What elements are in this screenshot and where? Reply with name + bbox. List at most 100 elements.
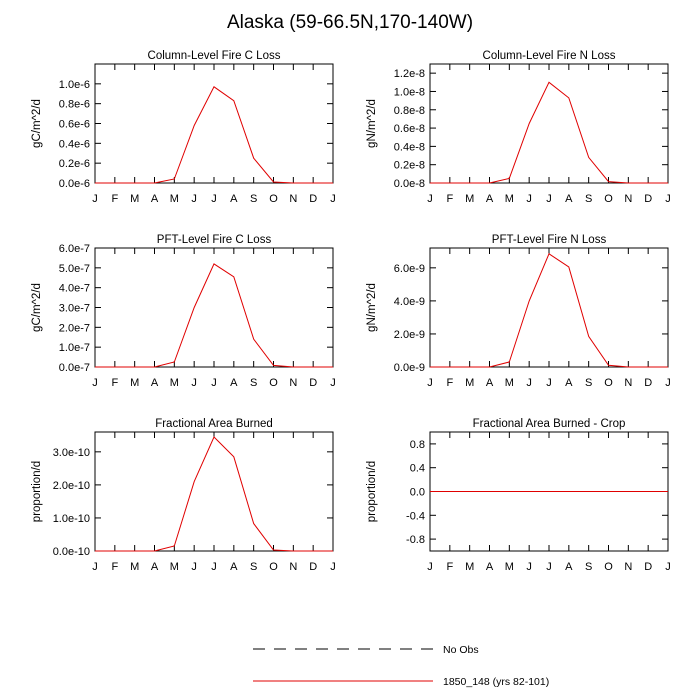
plot-frame xyxy=(94,431,334,552)
x-tick-label: M xyxy=(505,193,514,205)
series-line-1 xyxy=(95,86,333,184)
x-tick-label: M xyxy=(465,377,474,389)
x-tick-label: J xyxy=(191,193,197,205)
x-tick-label: F xyxy=(111,561,118,573)
x-tick-label: N xyxy=(624,377,632,389)
y-tick-label: 0.2e-6 xyxy=(59,158,90,170)
y-tick-label: 0.4 xyxy=(410,463,425,475)
plot-frame xyxy=(94,63,334,184)
y-axis-label: gN/m^2/d xyxy=(366,99,378,148)
y-tick-label: 2.0e-10 xyxy=(53,480,90,492)
x-tick-label: J xyxy=(211,377,217,389)
chart-title: Column-Level Fire N Loss xyxy=(483,50,616,62)
x-tick-label: M xyxy=(465,193,474,205)
x-tick-label: J xyxy=(191,377,197,389)
x-tick-label: N xyxy=(289,377,297,389)
x-tick-label: J xyxy=(526,377,532,389)
x-tick-label: O xyxy=(604,561,613,573)
x-tick-label: M xyxy=(505,377,514,389)
y-tick-label: 0.0e-8 xyxy=(394,178,425,190)
y-tick-label: 0.0e-7 xyxy=(59,362,90,374)
y-tick-label: 4.0e-9 xyxy=(394,296,425,308)
figure-title: Alaska (59-66.5N,170-140W) xyxy=(226,12,474,33)
x-tick-label: D xyxy=(309,193,317,205)
y-axis-label: gC/m^2/d xyxy=(31,283,43,332)
y-tick-label: 5.0e-7 xyxy=(59,263,90,275)
chart-title: Column-Level Fire C Loss xyxy=(148,50,281,62)
x-tick-label: J xyxy=(546,561,552,573)
x-tick-label: M xyxy=(170,377,179,389)
y-tick-label: 0.2e-8 xyxy=(394,160,425,172)
x-tick-label: S xyxy=(585,561,592,573)
x-tick-label: S xyxy=(250,193,257,205)
legend-label-2: 1850_148 (yrs 82-101) xyxy=(443,676,549,688)
y-tick-label: 1.0e-6 xyxy=(59,79,90,91)
y-tick-label: 6.0e-9 xyxy=(394,263,425,275)
chart-title: PFT-Level Fire N Loss xyxy=(492,234,607,246)
x-tick-label: O xyxy=(269,377,278,389)
y-tick-label: 3.0e-10 xyxy=(53,447,90,459)
y-tick-label: 0.8e-8 xyxy=(394,105,425,117)
x-tick-label: S xyxy=(585,377,592,389)
x-tick-label: F xyxy=(111,193,118,205)
y-tick-label: 1.0e-7 xyxy=(59,342,90,354)
x-tick-label: J xyxy=(427,561,433,573)
y-tick-label: 1.0e-8 xyxy=(394,86,425,98)
x-tick-label: A xyxy=(565,561,573,573)
x-tick-label: D xyxy=(309,377,317,389)
x-tick-label: S xyxy=(250,561,257,573)
plot-frame xyxy=(94,247,334,368)
y-tick-label: -0.8 xyxy=(406,534,425,546)
chart-title: PFT-Level Fire C Loss xyxy=(157,234,272,246)
y-tick-label: 0.0e-9 xyxy=(394,362,425,374)
x-tick-label: N xyxy=(289,193,297,205)
y-tick-label: 0.4e-8 xyxy=(394,141,425,153)
x-tick-label: D xyxy=(644,193,652,205)
x-tick-label: D xyxy=(644,377,652,389)
legend-label-1: No Obs xyxy=(443,644,479,656)
x-tick-label: M xyxy=(130,377,139,389)
y-tick-label: 0.0e-10 xyxy=(53,546,90,558)
x-tick-label: O xyxy=(269,561,278,573)
plot-frame xyxy=(429,247,669,368)
x-tick-label: J xyxy=(191,561,197,573)
y-tick-label: 4.0e-7 xyxy=(59,283,90,295)
x-tick-label: J xyxy=(526,561,532,573)
x-tick-label: J xyxy=(211,193,217,205)
legend: No Obs 1850_148 (yrs 82-101) xyxy=(253,644,549,688)
y-tick-label: 0.8 xyxy=(410,439,425,451)
series-line-1 xyxy=(95,436,333,552)
x-tick-label: J xyxy=(427,377,433,389)
x-tick-label: M xyxy=(170,193,179,205)
x-tick-label: A xyxy=(151,561,159,573)
x-tick-label: F xyxy=(446,193,453,205)
x-tick-label: J xyxy=(427,193,433,205)
x-tick-label: J xyxy=(330,193,336,205)
y-tick-label: 0.6e-8 xyxy=(394,123,425,135)
x-tick-label: F xyxy=(446,377,453,389)
y-tick-label: 0.6e-6 xyxy=(59,119,90,131)
x-tick-label: J xyxy=(665,377,671,389)
y-tick-label: 0.4e-6 xyxy=(59,138,90,150)
y-tick-label: 1.0e-10 xyxy=(53,513,90,525)
x-tick-label: M xyxy=(465,561,474,573)
y-tick-label: 1.2e-8 xyxy=(394,68,425,80)
x-tick-label: A xyxy=(151,193,159,205)
y-tick-label: 3.0e-7 xyxy=(59,303,90,315)
x-tick-label: A xyxy=(486,193,494,205)
x-tick-label: A xyxy=(230,377,238,389)
x-tick-label: J xyxy=(546,377,552,389)
x-tick-label: J xyxy=(546,193,552,205)
x-tick-label: A xyxy=(230,193,238,205)
x-tick-label: J xyxy=(92,561,98,573)
y-axis-label: proportion/d xyxy=(31,461,43,522)
x-tick-label: J xyxy=(665,193,671,205)
x-tick-label: J xyxy=(211,561,217,573)
x-tick-label: N xyxy=(624,193,632,205)
